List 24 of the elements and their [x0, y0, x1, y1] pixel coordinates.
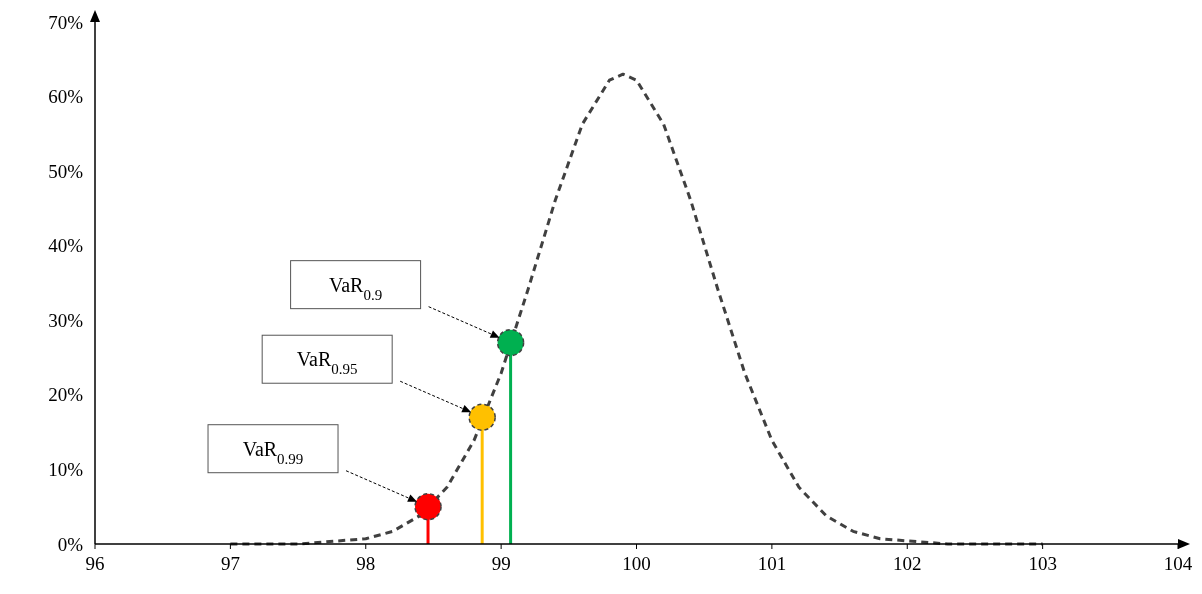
annotation: VaR$_{0.9}$	[329, 273, 383, 303]
y-tick-label: 50%	[48, 160, 84, 182]
point	[468, 403, 496, 431]
y-tick-label: 10%	[48, 458, 84, 480]
point	[414, 492, 442, 521]
y-tick-label: 20%	[48, 384, 84, 406]
annotation: VaR$_{0.99}$	[242, 437, 304, 467]
y-tick-label: 70%	[48, 11, 84, 33]
x-tick-label: 100	[622, 553, 651, 574]
y-tick-label: 60%	[48, 86, 84, 108]
x-tick-label: 104	[1163, 553, 1193, 574]
x-tick-label: 101	[757, 553, 787, 574]
line-series	[228, 72, 1045, 546]
y-tick-label: 40%	[48, 235, 84, 257]
x-tick-label: 99	[491, 553, 511, 574]
y-tick-label: 30%	[48, 309, 84, 331]
point	[496, 328, 525, 357]
x-tick-label: 98	[356, 553, 376, 574]
x-tick-label: 96	[85, 553, 105, 574]
x-tick-label: 103	[1028, 553, 1057, 574]
annotation: VaR$_{0.95}$	[296, 348, 358, 378]
x-tick-label: 102	[893, 553, 922, 574]
y-tick-label: 0%	[57, 533, 84, 555]
x-tick-label: 97	[220, 553, 240, 574]
